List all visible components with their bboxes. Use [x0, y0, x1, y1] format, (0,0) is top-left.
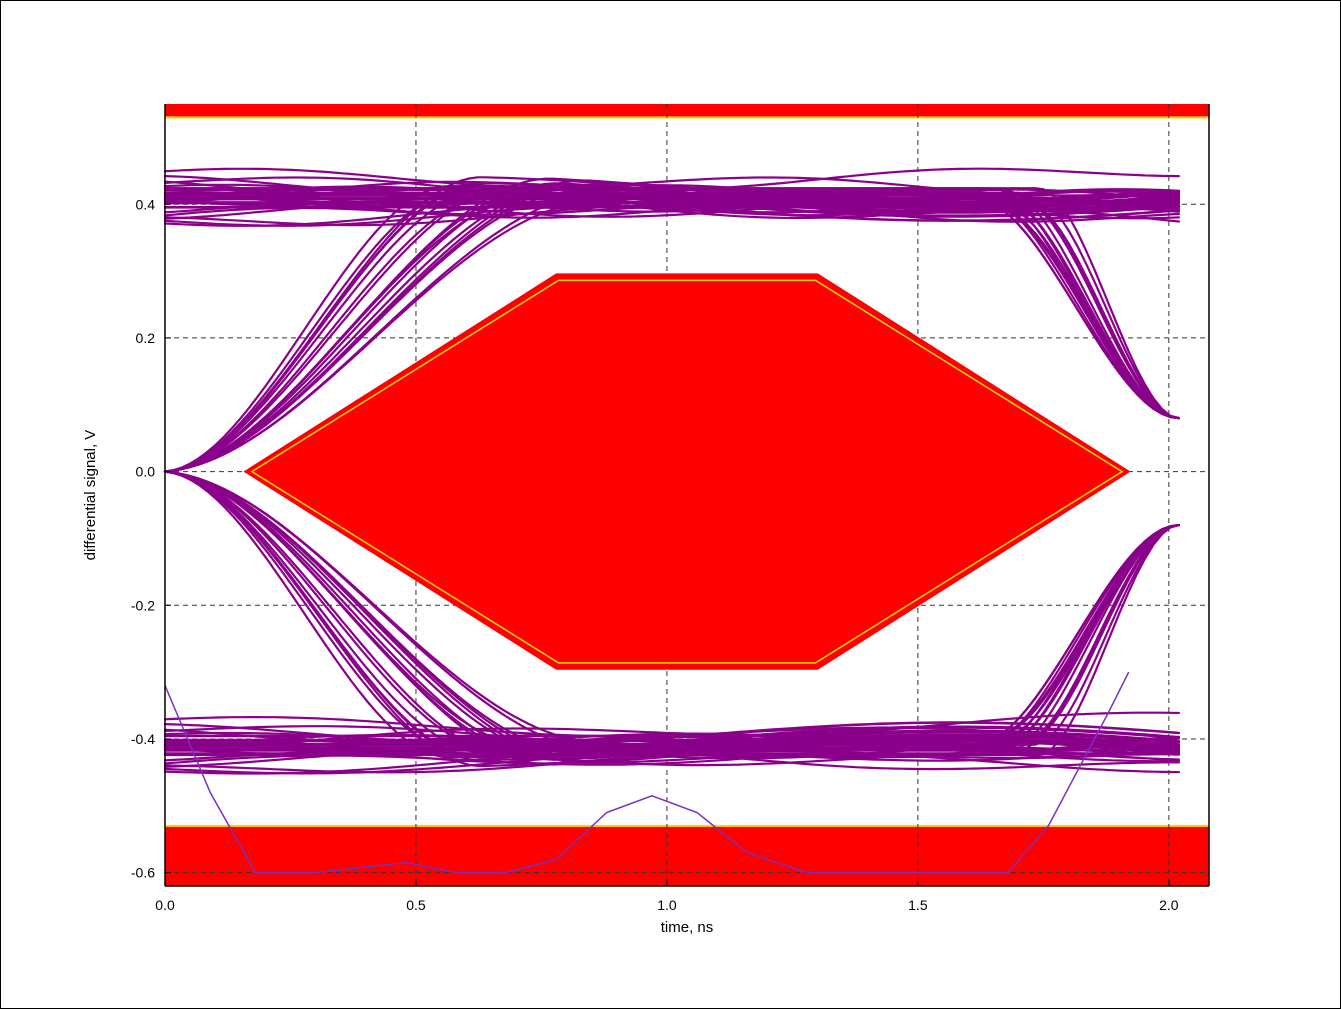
trace-rise-end: [163, 524, 1180, 746]
eye-traces: [163, 167, 1180, 775]
upper-mask-bar: [165, 104, 1209, 118]
mask-bars: [165, 104, 1209, 886]
axes: [164, 104, 1210, 887]
trace-fall-end: [163, 197, 1180, 420]
trace-fall: [163, 470, 1180, 761]
y-axis-label: differential signal, V: [82, 430, 99, 561]
x-tick-label: 0.0: [155, 897, 175, 913]
eye-mask: [243, 273, 1131, 670]
trace-rise-end: [163, 524, 1180, 752]
x-tick-label: 0.5: [406, 897, 426, 913]
x-tick-label: 1.0: [657, 897, 677, 913]
trace-fall-end: [163, 191, 1180, 420]
x-axis-label: time, ns: [661, 919, 714, 936]
trace-rise-end: [163, 524, 1180, 757]
x-tick-label: 1.5: [908, 897, 928, 913]
trace-rise-end: [163, 524, 1180, 755]
tick-labels: 0.0 0.5 1.0 1.5 2.0 0.4 0.2 0.0 -0.2 -0.4 -0.6: [131, 196, 1179, 913]
eye-mask-outline: [250, 279, 1124, 664]
trace-fall-end: [163, 187, 1180, 420]
y-tick-label: 0.2: [136, 330, 156, 346]
trace-fall-end: [163, 188, 1180, 420]
lower-mask-bar: [165, 825, 1209, 886]
y-tick-label: 0.4: [136, 196, 156, 212]
y-tick-label: -0.2: [131, 597, 155, 613]
trace-fall: [163, 470, 1180, 753]
trace-rise: [163, 182, 1180, 473]
eye-mask-hexagon: [243, 273, 1131, 670]
y-tick-label: -0.4: [131, 731, 155, 747]
y-tick-label: 0.0: [136, 464, 156, 480]
trace-rise: [163, 191, 1180, 473]
x-tick-label: 2.0: [1159, 897, 1179, 913]
y-tick-label: -0.6: [131, 865, 155, 881]
bathtub-curve-group: [164, 671, 1130, 874]
bathtub-curve: [164, 671, 1130, 874]
